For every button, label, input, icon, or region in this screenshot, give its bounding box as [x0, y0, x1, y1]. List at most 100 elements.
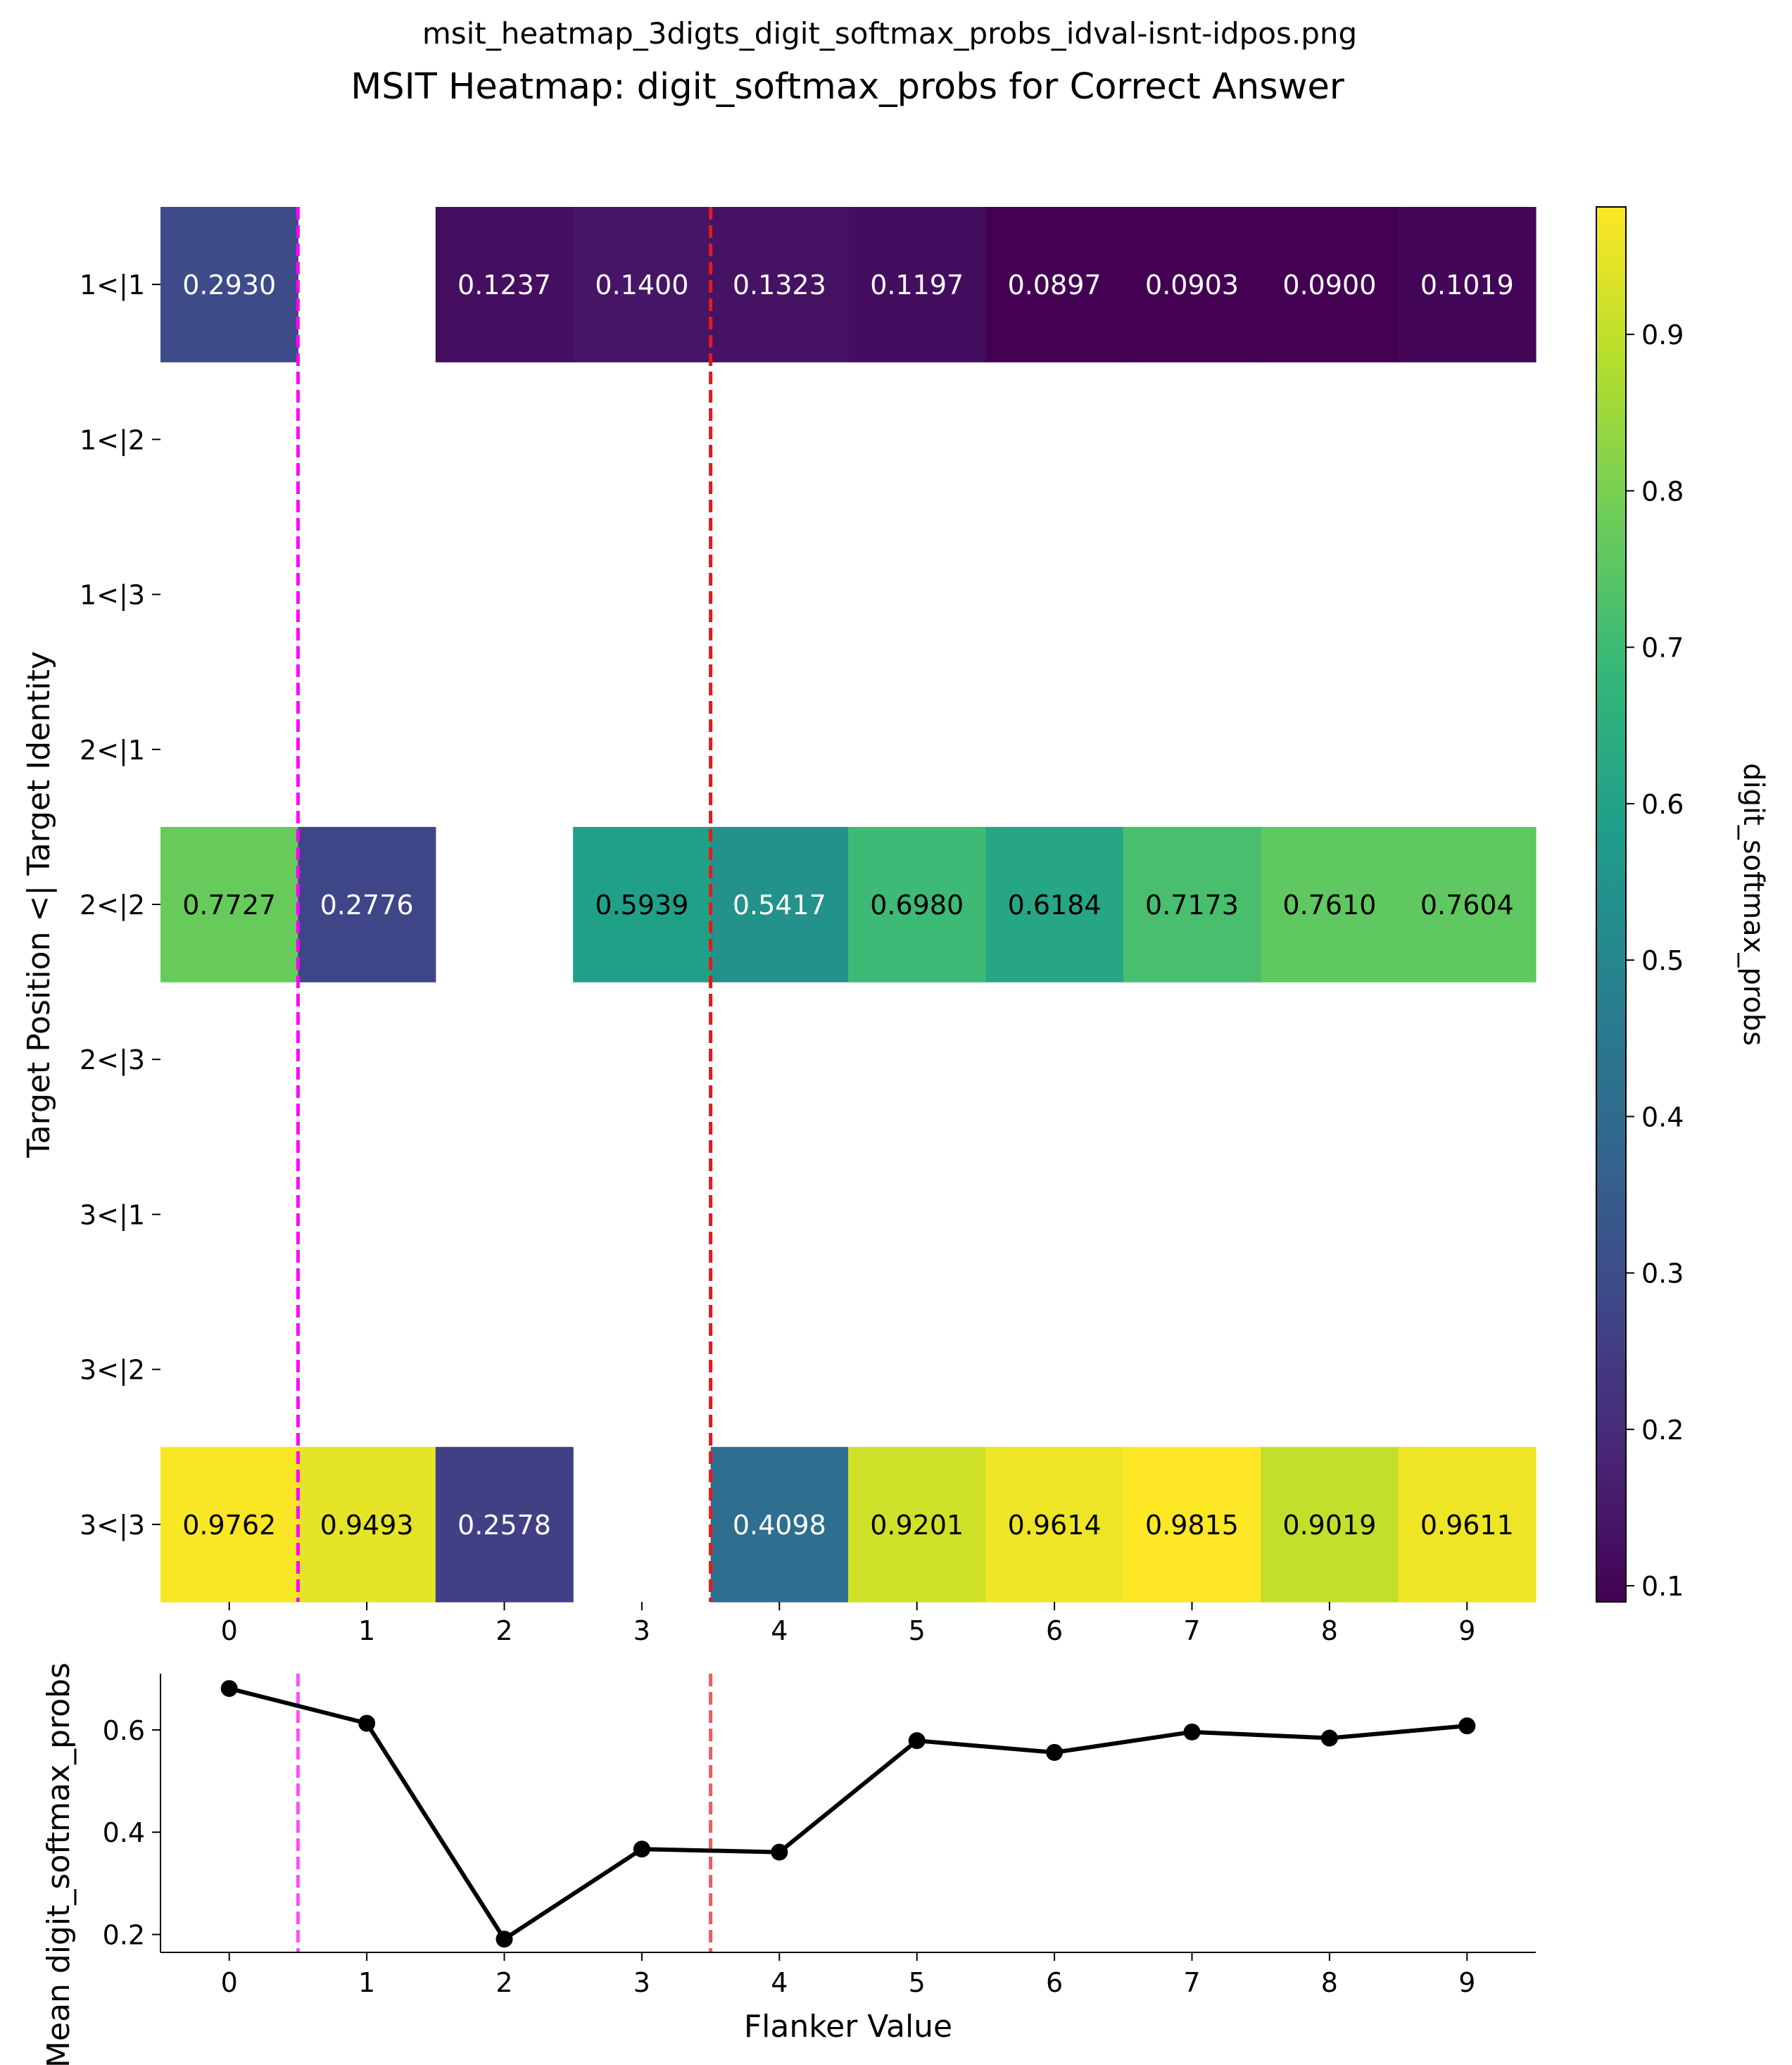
colorbar-tick-label: 0.4 — [1641, 1101, 1684, 1132]
heatmap-cell — [848, 826, 986, 983]
data-point — [633, 1840, 650, 1858]
heatmap-cell-label: 0.4098 — [733, 1510, 826, 1541]
heatmap-cell — [1123, 1446, 1261, 1603]
x-tick-label: 8 — [1321, 1615, 1338, 1646]
heatmap-cell — [1398, 1446, 1537, 1603]
x-tick-label: 1 — [358, 1615, 375, 1646]
colorbar-label: digit_softmax_probs — [1737, 763, 1769, 1046]
data-point — [358, 1714, 376, 1732]
y-tick-label: 0.6 — [103, 1715, 145, 1746]
heatmap-cell-label: 0.1197 — [870, 270, 964, 301]
x-tick-label: 3 — [633, 1615, 650, 1646]
y-tick-label: 1<|1 — [80, 270, 145, 301]
heatmap-cell — [160, 207, 298, 362]
heatmap-cell-label: 0.6980 — [870, 890, 964, 921]
x-tick-label: 0 — [221, 1615, 238, 1646]
y-tick-label: 3<|1 — [80, 1199, 145, 1231]
heatmap-cell-label: 0.2776 — [320, 890, 414, 921]
x-tick-label: 6 — [1046, 1967, 1063, 1998]
heatmap-cell-label: 0.0897 — [1008, 270, 1102, 301]
heatmap-cell-label: 0.0903 — [1145, 270, 1239, 301]
heatmap-x-axis: 0 1 2 3 4 5 6 7 8 9 — [221, 1602, 1475, 1646]
x-tick-label: 4 — [771, 1967, 788, 1998]
heatmap-cell-label: 0.0900 — [1282, 270, 1376, 301]
heatmap-cell-label: 0.9493 — [320, 1510, 414, 1541]
colorbar: 0.1 0.2 0.3 0.4 0.5 0.6 0.7 0.8 0.9 digit_softma… — [1596, 206, 1769, 1603]
heatmap-cell-label: 0.9201 — [870, 1510, 964, 1541]
line-chart-series — [220, 1680, 1476, 1948]
y-tick-label: 1<|2 — [80, 424, 145, 456]
colorbar-tick-label: 0.3 — [1641, 1258, 1684, 1289]
x-tick-label: 1 — [358, 1967, 375, 1998]
x-tick-label: 5 — [909, 1615, 926, 1646]
heatmap-cell — [848, 207, 986, 362]
data-point — [220, 1680, 238, 1698]
y-tick-label: 0.2 — [103, 1920, 145, 1951]
heatmap-cell — [1398, 207, 1537, 362]
heatmap-y-axis-label: Target Position <| Target Identity — [21, 651, 57, 1158]
heatmap-cell — [848, 1446, 986, 1603]
line-chart-y-axis-label: Mean digit_softmax_probs — [41, 1662, 77, 2065]
heatmap-cell — [435, 1446, 574, 1603]
heatmap-cell — [573, 207, 712, 362]
heatmap-cell — [1123, 826, 1261, 983]
heatmap-cell — [160, 1446, 298, 1603]
heatmap-cell-label: 0.9611 — [1420, 1510, 1514, 1541]
heatmap-cell-label: 0.2930 — [182, 270, 276, 301]
data-point — [1046, 1743, 1064, 1761]
x-tick-label: 7 — [1183, 1615, 1200, 1646]
x-tick-label: 3 — [633, 1967, 650, 1998]
x-tick-label: 2 — [496, 1967, 512, 1998]
heatmap-cell — [160, 826, 298, 983]
data-point — [1320, 1729, 1338, 1747]
data-point — [1183, 1723, 1201, 1741]
x-tick-label: 4 — [771, 1615, 788, 1646]
heatmap-cell — [985, 207, 1124, 362]
line-chart-axes: 0 1 2 3 4 5 6 7 8 9 0.2 0.4 0.6 — [103, 1674, 1536, 1998]
heatmap-cell-label: 0.9614 — [1008, 1510, 1102, 1541]
heatmap-cell-label: 0.1019 — [1420, 270, 1514, 301]
heatmap-cell — [573, 826, 712, 983]
line-chart-panel: 0 1 2 3 4 5 6 7 8 9 0.2 0.4 0.6 Flanker Value Mean d… — [41, 1662, 1536, 2065]
heatmap-cells: 0.2930 0.1237 0.1400 0.1323 0.1197 0.0897 0.09… — [160, 207, 1537, 1603]
x-tick-label: 7 — [1183, 1967, 1200, 1998]
heatmap-cell — [298, 826, 436, 983]
x-tick-label: 6 — [1046, 1615, 1063, 1646]
x-tick-label: 2 — [496, 1615, 512, 1646]
heatmap-cell — [1398, 826, 1537, 983]
data-point — [1458, 1717, 1476, 1735]
heatmap-cell-label: 0.7727 — [182, 890, 276, 921]
x-tick-label: 5 — [909, 1967, 926, 1998]
y-tick-label: 2<|2 — [80, 890, 145, 921]
heatmap-cell-label: 0.9815 — [1145, 1510, 1239, 1541]
heatmap-y-axis: 1<|1 1<|2 1<|3 2<|1 2<|2 2<|3 3<|1 3<|2 3<|3 — [80, 270, 160, 1541]
y-tick-label: 2<|1 — [80, 735, 145, 766]
colorbar-ticks: 0.1 0.2 0.3 0.4 0.5 0.6 0.7 0.8 0.9 — [1626, 320, 1684, 1602]
heatmap-cell-label: 0.9019 — [1282, 1510, 1376, 1541]
x-tick-label: 9 — [1458, 1967, 1475, 1998]
data-point — [908, 1732, 926, 1750]
data-point — [771, 1843, 788, 1861]
heatmap-cell — [1123, 207, 1261, 362]
heatmap-title: MSIT Heatmap: digit_softmax_probs for Co… — [351, 66, 1344, 108]
heatmap-cell-label: 0.5939 — [595, 890, 688, 921]
heatmap-cell-label: 0.1323 — [733, 270, 826, 301]
line-chart-reference-lines — [296, 1674, 713, 1952]
figure-suptitle: msit_heatmap_3digts_digit_softmax_probs_… — [422, 16, 1357, 51]
heatmap-reference-lines — [296, 207, 713, 1602]
heatmap-cell-label: 0.7173 — [1145, 890, 1239, 921]
heatmap-cell-label: 0.5417 — [733, 890, 826, 921]
heatmap-cell — [985, 1446, 1124, 1603]
heatmap-cell-label: 0.1400 — [595, 270, 688, 301]
colorbar-tick-label: 0.8 — [1641, 476, 1684, 507]
line-chart-x-axis-label: Flanker Value — [744, 2009, 952, 2045]
heatmap-cell — [710, 826, 849, 983]
colorbar-tick-label: 0.9 — [1641, 320, 1684, 351]
heatmap-cell — [298, 1446, 436, 1603]
colorbar-tick-label: 0.7 — [1641, 633, 1684, 664]
heatmap-cell — [985, 826, 1124, 983]
heatmap-cell — [435, 207, 574, 362]
heatmap-cell — [710, 1446, 849, 1603]
heatmap-cell-label: 0.1237 — [458, 270, 551, 301]
